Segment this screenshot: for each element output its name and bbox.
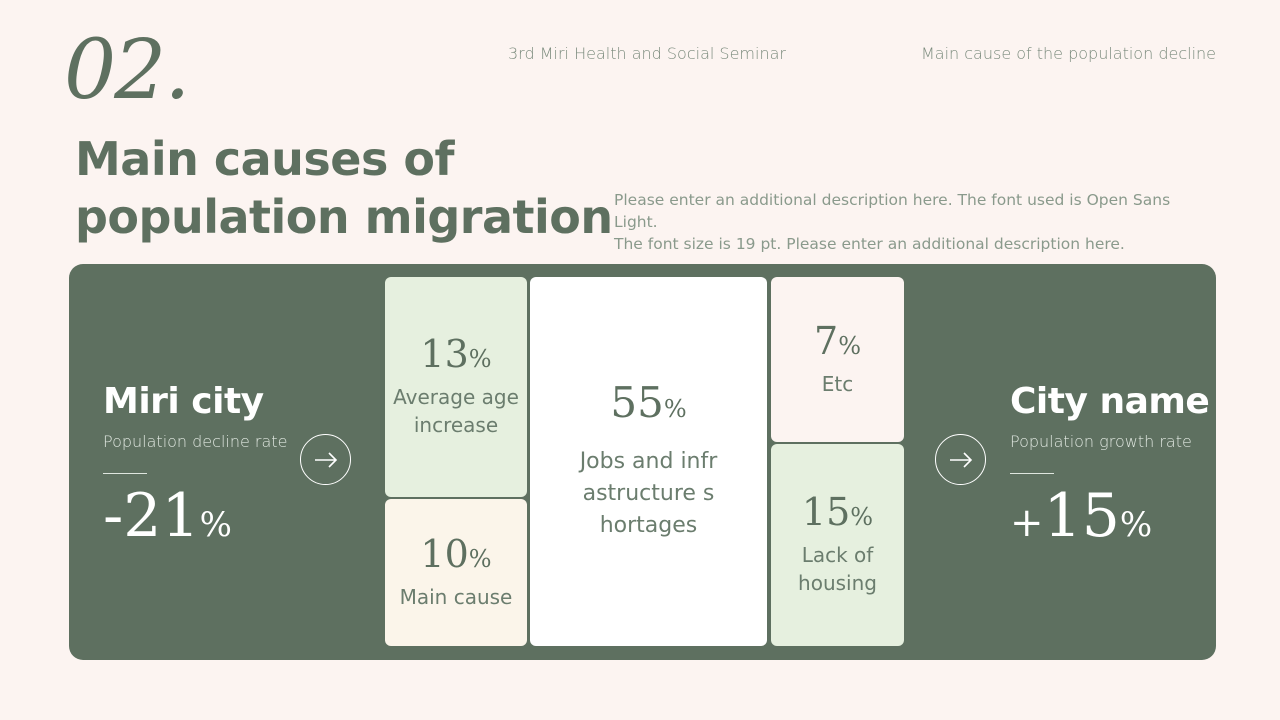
description-line1: Please enter an additional description h… bbox=[614, 191, 1171, 231]
header-section: Main cause of the population decline bbox=[920, 44, 1216, 63]
tile-average-age: 13% Average age increase bbox=[385, 277, 527, 497]
right-rate-value: +15% bbox=[1010, 486, 1209, 546]
tile-housing-label: Lack of housing bbox=[798, 543, 877, 595]
right-rate-sign: + bbox=[1010, 500, 1044, 546]
tile-housing-value: 15% bbox=[801, 490, 874, 534]
left-rate-label: Population decline rate bbox=[103, 432, 288, 451]
right-rate-label: Population growth rate bbox=[1010, 432, 1192, 451]
right-rate-number: 15 bbox=[1043, 481, 1120, 551]
description: Please enter an additional description h… bbox=[614, 189, 1214, 255]
tile-jobs-value: 55% bbox=[610, 377, 687, 427]
left-divider bbox=[103, 473, 147, 474]
tile-main-cause: 10% Main cause bbox=[385, 499, 527, 646]
stats-panel: Miri city Population decline rate -21% 1… bbox=[69, 264, 1216, 660]
right-divider bbox=[1010, 473, 1054, 474]
arrow-right-icon bbox=[300, 434, 351, 485]
page-title-line2: population migration bbox=[75, 190, 613, 244]
header-seminar: 3rd Miri Health and Social Seminar bbox=[508, 44, 786, 63]
arrow-right-icon bbox=[935, 434, 986, 485]
tile-average-age-label: Average age increase bbox=[393, 385, 519, 437]
tile-housing: 15% Lack of housing bbox=[771, 444, 904, 646]
tile-average-age-value: 13% bbox=[420, 332, 492, 376]
left-rate-value: -21% bbox=[103, 486, 287, 546]
page-title: Main causes of population migration bbox=[75, 130, 613, 246]
right-city-block: City name Population growth rate +15% bbox=[1010, 381, 1210, 546]
tile-etc-value: 7% bbox=[814, 318, 861, 363]
left-city-block: Miri city Population decline rate -21% bbox=[103, 384, 287, 546]
slide-number: 02. bbox=[64, 23, 190, 118]
tile-main-cause-value: 10% bbox=[420, 531, 492, 576]
tile-jobs-label: Jobs and infrastructure shortages bbox=[579, 448, 718, 538]
page-title-line1: Main causes of bbox=[75, 132, 454, 186]
left-rate-unit: % bbox=[199, 505, 232, 545]
left-city-name: Miri city bbox=[103, 381, 264, 422]
tile-main-cause-label: Main cause bbox=[399, 584, 513, 609]
tile-etc-label: Etc bbox=[821, 371, 854, 396]
left-rate-number: -21 bbox=[103, 481, 200, 551]
tile-etc: 7% Etc bbox=[771, 277, 904, 442]
right-city-name: City name bbox=[1010, 381, 1210, 422]
description-line2: The font size is 19 pt. Please enter an … bbox=[614, 235, 1125, 253]
tile-jobs: 55% Jobs and infrastructure shortages bbox=[530, 277, 767, 646]
right-rate-unit: % bbox=[1119, 505, 1153, 545]
